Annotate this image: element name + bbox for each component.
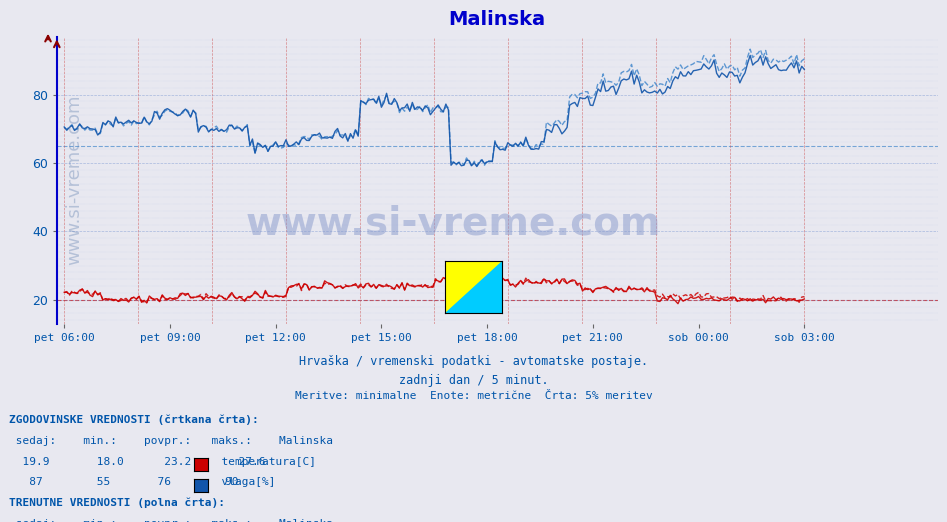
Title: Malinska: Malinska (449, 10, 545, 29)
Text: sedaj:    min.:    povpr.:   maks.:    Malinska: sedaj: min.: povpr.: maks.: Malinska (9, 436, 333, 446)
Text: zadnji dan / 5 minut.: zadnji dan / 5 minut. (399, 374, 548, 387)
Text: www.si-vreme.com: www.si-vreme.com (245, 204, 661, 242)
Text: 87        55       76        90: 87 55 76 90 (9, 478, 239, 488)
Text: temperatura[C]: temperatura[C] (208, 457, 316, 467)
Text: TRENUTNE VREDNOSTI (polna črta):: TRENUTNE VREDNOSTI (polna črta): (9, 498, 225, 508)
Text: www.si-vreme.com: www.si-vreme.com (65, 95, 83, 265)
Text: sedaj:    min.:    povpr.:   maks.:    Malinska: sedaj: min.: povpr.: maks.: Malinska (9, 519, 333, 522)
Text: 19.9       18.0      23.2       27.6: 19.9 18.0 23.2 27.6 (9, 457, 266, 467)
Text: Hrvaška / vremenski podatki - avtomatske postaje.: Hrvaška / vremenski podatki - avtomatske… (299, 355, 648, 369)
Text: vlaga[%]: vlaga[%] (208, 478, 276, 488)
Polygon shape (445, 261, 502, 313)
Polygon shape (445, 261, 502, 313)
Text: ZGODOVINSKE VREDNOSTI (črtkana črta):: ZGODOVINSKE VREDNOSTI (črtkana črta): (9, 414, 259, 425)
Text: Meritve: minimalne  Enote: metrične  Črta: 5% meritev: Meritve: minimalne Enote: metrične Črta:… (295, 392, 652, 401)
